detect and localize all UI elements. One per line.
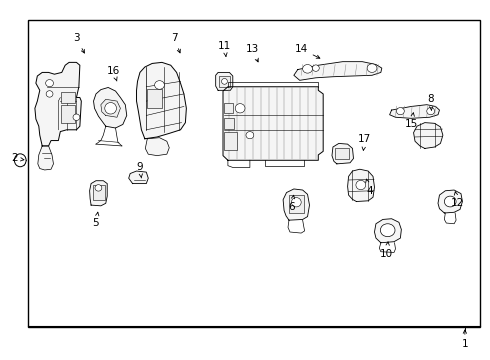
Ellipse shape (235, 104, 245, 113)
Polygon shape (438, 190, 463, 213)
Bar (224, 118, 234, 129)
Polygon shape (38, 146, 53, 170)
Text: 16: 16 (106, 66, 120, 81)
Ellipse shape (380, 224, 395, 237)
Polygon shape (390, 105, 440, 118)
Polygon shape (374, 219, 401, 243)
Ellipse shape (292, 198, 301, 207)
Bar (27, 21, 480, 327)
Ellipse shape (396, 108, 404, 115)
Polygon shape (283, 189, 310, 220)
Ellipse shape (313, 65, 319, 71)
Text: 14: 14 (294, 44, 320, 58)
Text: 2: 2 (11, 153, 24, 163)
Ellipse shape (303, 64, 313, 73)
Ellipse shape (221, 78, 227, 84)
Polygon shape (129, 171, 148, 184)
Polygon shape (146, 138, 169, 156)
Ellipse shape (14, 154, 26, 167)
Ellipse shape (46, 80, 53, 87)
Text: 15: 15 (405, 113, 418, 129)
Text: 9: 9 (137, 162, 143, 178)
Text: 5: 5 (93, 212, 99, 228)
Ellipse shape (427, 108, 435, 115)
Polygon shape (90, 181, 107, 206)
Polygon shape (101, 99, 121, 117)
Bar (147, 89, 162, 108)
Text: 7: 7 (171, 33, 180, 53)
Ellipse shape (73, 114, 80, 121)
Bar (93, 185, 105, 200)
Bar (289, 195, 304, 213)
Text: 1: 1 (462, 339, 468, 349)
Bar (335, 148, 349, 159)
Text: 8: 8 (427, 94, 434, 110)
Polygon shape (332, 143, 353, 164)
Ellipse shape (367, 64, 377, 72)
Ellipse shape (155, 81, 164, 89)
Polygon shape (223, 87, 323, 160)
Bar (61, 105, 75, 123)
Text: 10: 10 (380, 242, 393, 258)
Bar (224, 132, 237, 149)
Ellipse shape (246, 132, 254, 139)
Ellipse shape (46, 91, 53, 97)
Polygon shape (347, 169, 374, 202)
Bar (219, 76, 230, 87)
Ellipse shape (444, 196, 456, 207)
Bar (61, 92, 75, 103)
Polygon shape (137, 62, 186, 139)
Polygon shape (414, 123, 443, 148)
Text: 3: 3 (73, 33, 84, 53)
Polygon shape (35, 62, 81, 146)
Ellipse shape (356, 180, 366, 190)
Polygon shape (294, 62, 382, 80)
Text: 13: 13 (245, 44, 259, 62)
Ellipse shape (105, 103, 117, 114)
Text: 12: 12 (451, 192, 464, 208)
Text: 11: 11 (218, 41, 231, 57)
Polygon shape (94, 87, 127, 128)
Polygon shape (216, 72, 233, 90)
Bar (224, 103, 233, 113)
Text: 4: 4 (366, 179, 373, 196)
Ellipse shape (95, 185, 102, 191)
Text: 17: 17 (358, 134, 371, 150)
Text: 6: 6 (288, 195, 294, 212)
